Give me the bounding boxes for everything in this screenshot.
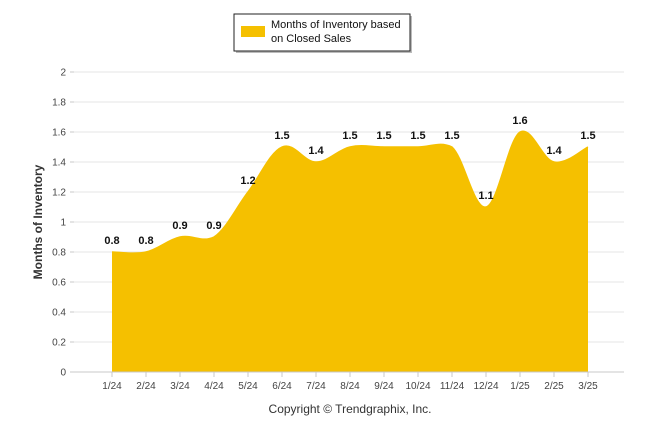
- y-axis-title: Months of Inventory: [31, 164, 45, 279]
- y-tick-label: 0.6: [52, 278, 66, 289]
- x-axis-ticks: 1/24 2/24 3/24 4/24 5/24 6/24 7/24 8/24 9/24 10/2…: [102, 372, 598, 392]
- data-label: 1.5: [410, 130, 425, 142]
- y-tick-label: 0: [60, 368, 66, 379]
- copyright-text: Copyright © Trendgraphix, Inc.: [269, 402, 432, 416]
- data-label: 1.5: [342, 130, 357, 142]
- legend-label-line-2: on Closed Sales: [271, 33, 352, 45]
- data-label: 1.5: [376, 130, 391, 142]
- x-tick-label: 4/24: [204, 381, 224, 392]
- x-tick-label: 7/24: [306, 381, 326, 392]
- x-tick-label: 3/25: [578, 381, 598, 392]
- data-label: 0.9: [172, 220, 187, 232]
- x-tick-label: 2/25: [544, 381, 564, 392]
- data-label: 1.2: [240, 175, 255, 187]
- y-tick-label: 1.4: [52, 158, 66, 169]
- y-tick-label: 2: [60, 68, 66, 79]
- area-series-line: [111, 130, 589, 254]
- legend-box: [233, 13, 411, 52]
- y-axis-ticks: 0 0.2 0.4 0.6 0.8 1 1.2 1.4 1.6 1.8 2: [52, 68, 74, 379]
- data-label: 1.5: [444, 130, 459, 142]
- y-tick-label: 1: [60, 218, 66, 229]
- data-label: 1.4: [308, 145, 324, 157]
- x-tick-label: 8/24: [340, 381, 360, 392]
- legend-swatch: [241, 26, 265, 37]
- x-tick-label: 6/24: [272, 381, 292, 392]
- x-tick-label: 5/24: [238, 381, 258, 392]
- data-label: 1.5: [580, 130, 595, 142]
- data-label: 1.1: [478, 190, 493, 202]
- data-label: 0.8: [104, 235, 119, 247]
- y-tick-label: 0.8: [52, 248, 66, 259]
- legend-label-line-1: Months of Inventory based: [271, 19, 401, 31]
- legend: Months of Inventory based on Closed Sale…: [233, 13, 412, 53]
- x-tick-label: 3/24: [170, 381, 190, 392]
- data-label: 0.8: [138, 235, 153, 247]
- x-tick-label: 2/24: [136, 381, 156, 392]
- data-label: 1.6: [512, 115, 527, 127]
- x-tick-label: 10/24: [405, 381, 430, 392]
- y-tick-label: 0.2: [52, 338, 66, 349]
- x-tick-label: 1/25: [510, 381, 530, 392]
- x-tick-label: 11/24: [440, 381, 465, 392]
- data-labels: 0.8 0.8 0.9 0.9 1.2 1.5 1.4 1.5 1.5 1.5 1.5 1.1 1.6 1…: [104, 115, 595, 247]
- data-label: 1.5: [274, 130, 289, 142]
- data-label: 0.9: [206, 220, 221, 232]
- y-tick-label: 1.6: [52, 128, 66, 139]
- area-series-fill: [112, 131, 588, 372]
- y-tick-label: 0.4: [52, 308, 66, 319]
- data-label: 1.4: [546, 145, 562, 157]
- x-tick-label: 1/24: [102, 381, 122, 392]
- x-tick-label: 12/24: [473, 381, 498, 392]
- x-tick-label: 9/24: [374, 381, 394, 392]
- y-tick-label: 1.8: [52, 98, 66, 109]
- y-tick-label: 1.2: [52, 188, 66, 199]
